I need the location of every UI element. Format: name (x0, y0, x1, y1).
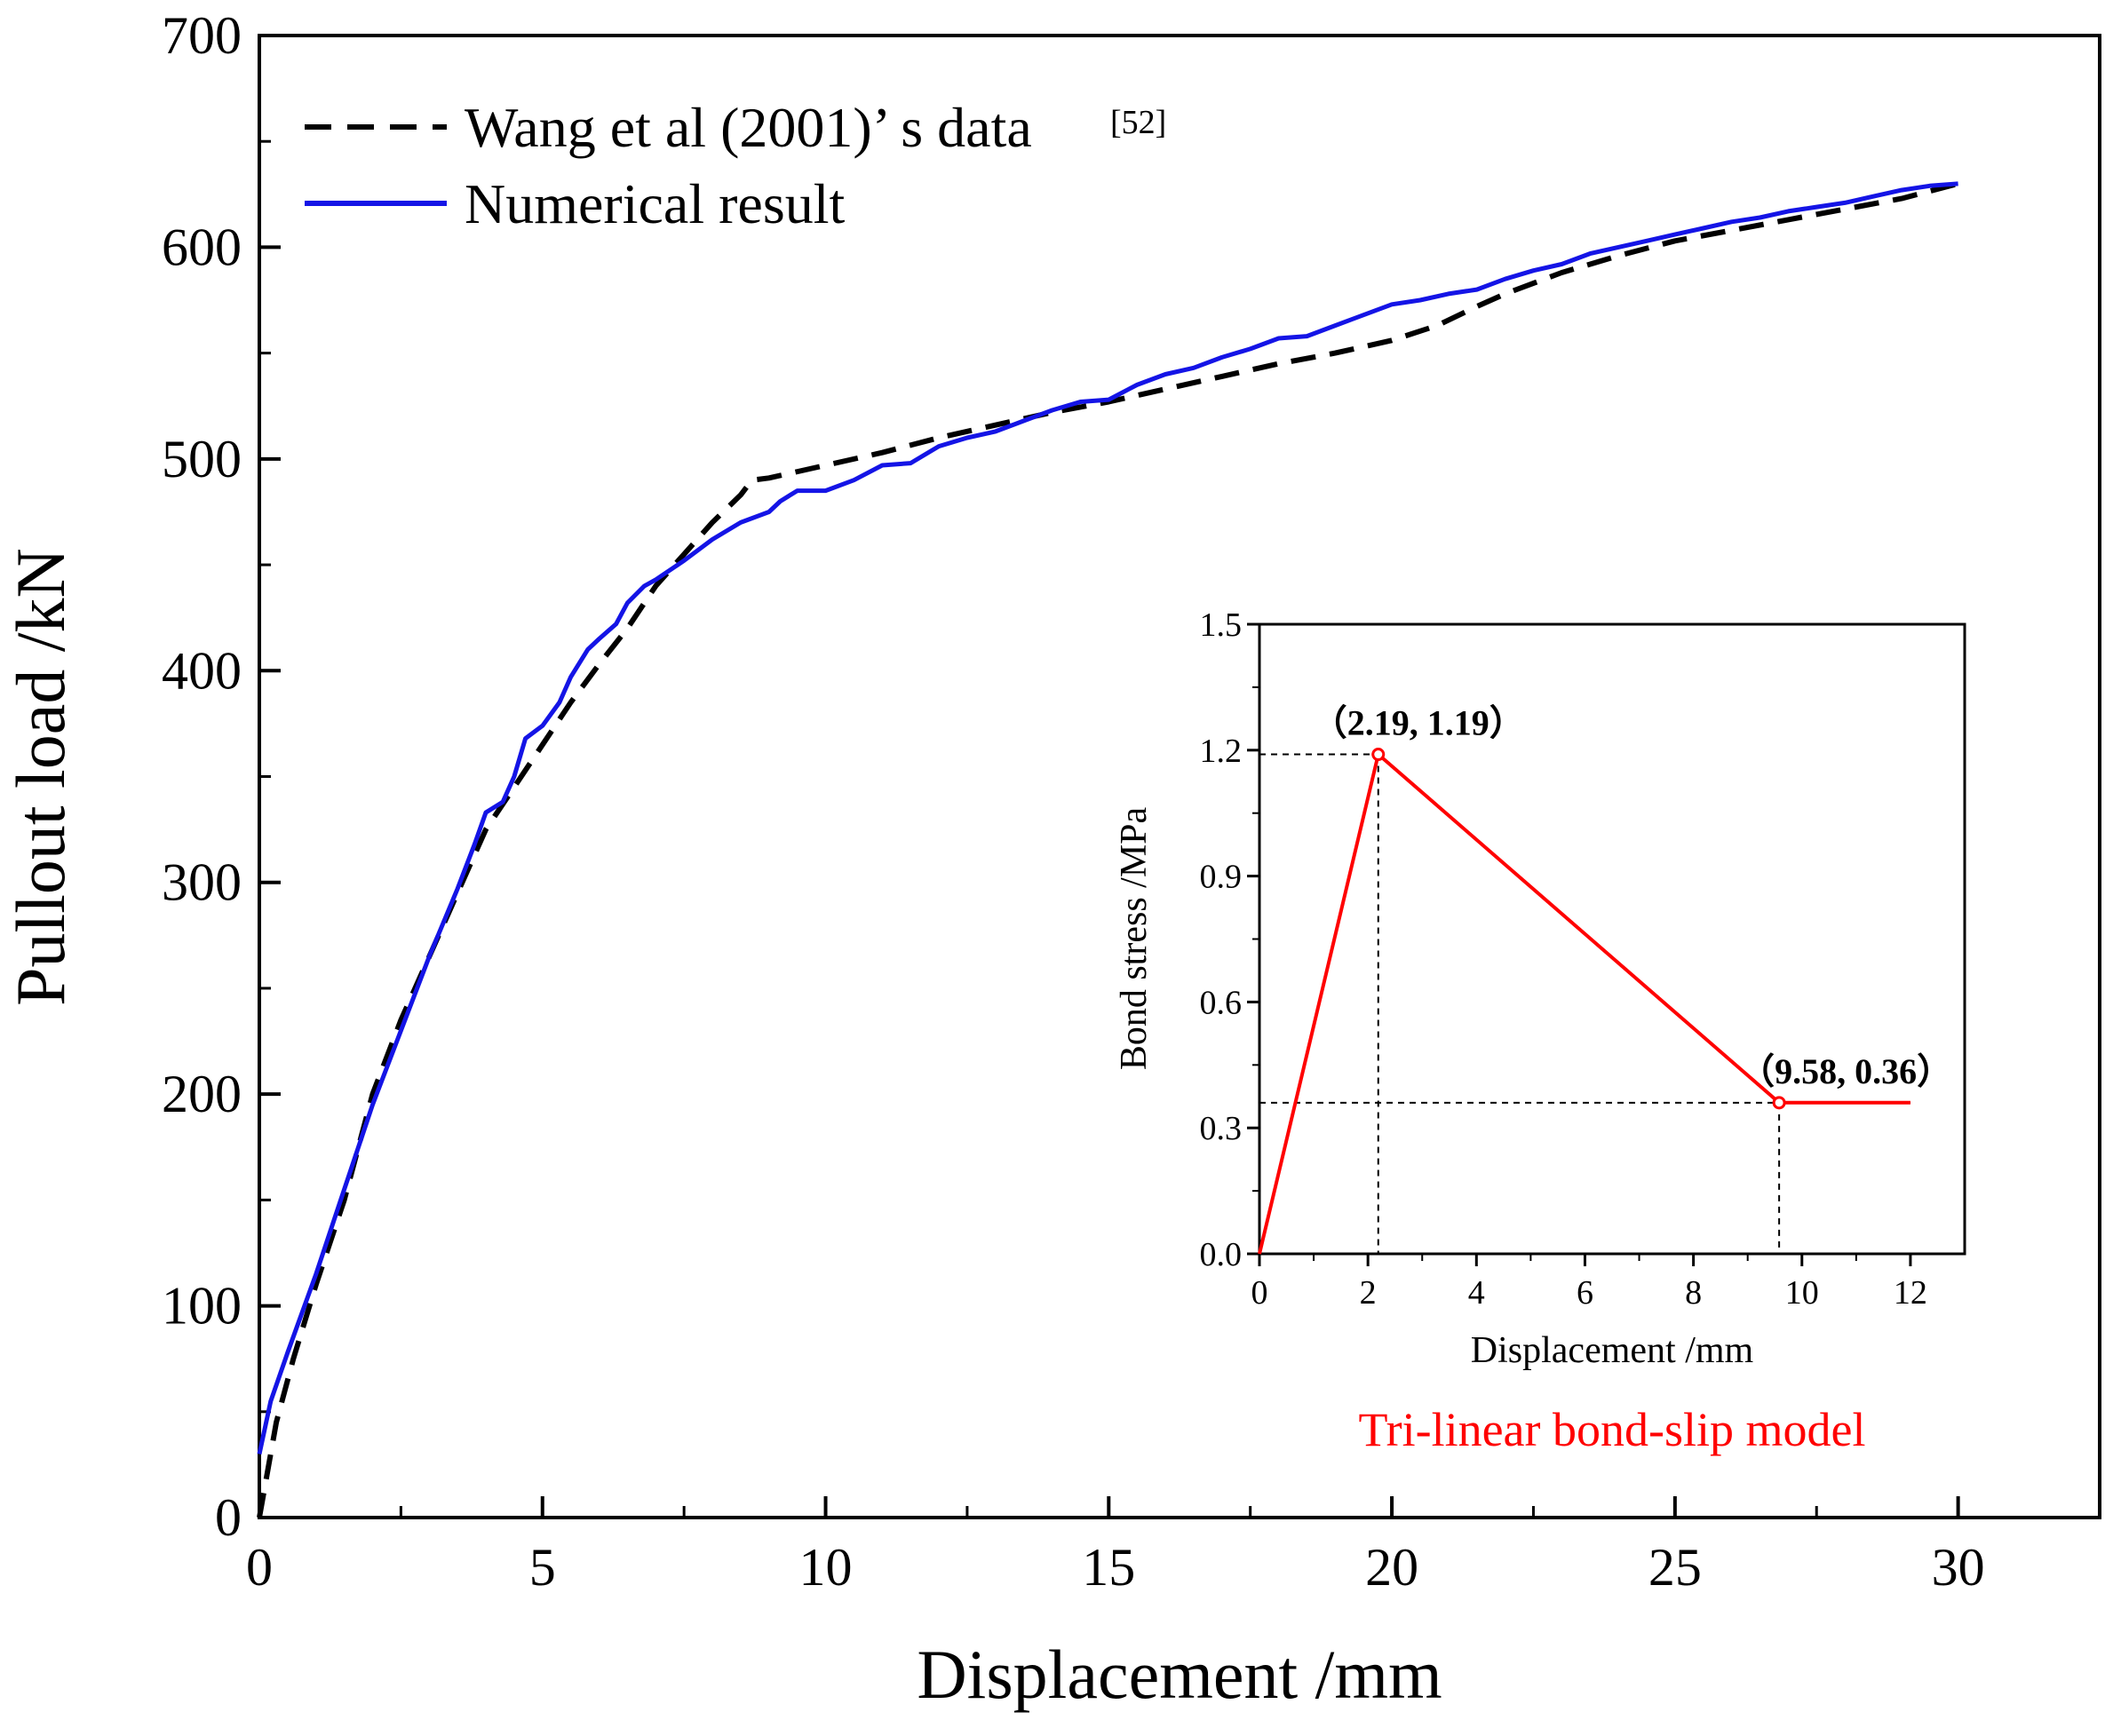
inset-y-tick-label: 0.3 (1200, 1110, 1243, 1147)
inset-y-tick-label: 0.6 (1200, 984, 1243, 1021)
inset-x-tick-label: 4 (1468, 1274, 1485, 1312)
main-y-tick-label: 200 (162, 1065, 242, 1123)
main-y-tick-label: 600 (162, 218, 242, 276)
main-y-tick-label: 500 (162, 430, 242, 488)
inset-x-axis-title: Displacement /mm (1471, 1330, 1754, 1371)
main-legend: Wang et al (2001)’ s data [52] Numerical… (305, 96, 1166, 235)
main-y-axis-title: Pullout load /kN (2, 548, 79, 1006)
inset-y-tick-label: 1.5 (1200, 606, 1243, 644)
inset-y-tick-label: 1.2 (1200, 733, 1243, 770)
legend-label-wang: Wang et al (2001)’ s data (465, 96, 1032, 159)
inset-series (1258, 750, 1910, 1255)
main-x-tick-label: 20 (1365, 1538, 1418, 1597)
inset-plot-frame (1258, 622, 1966, 1256)
inset-y-axis-title: Bond stress /MPa (1114, 806, 1155, 1070)
main-x-tick-label: 10 (799, 1538, 853, 1597)
inset-x-tick-label: 8 (1685, 1274, 1702, 1312)
main-y-tick-label: 700 (162, 6, 242, 65)
inset-y-tick-label: 0.0 (1200, 1236, 1243, 1273)
inset-x-tick-label: 2 (1360, 1274, 1377, 1312)
main-y-tick-label: 300 (162, 853, 242, 912)
series-line-bond-slip (1258, 750, 1910, 1255)
main-y-tick-label: 400 (162, 641, 242, 700)
main-x-tick-label: 0 (246, 1538, 273, 1597)
inset-title: Tri-linear bond-slip model (1359, 1403, 1866, 1456)
inset-annotation-label: （2.19, 1.19） (1312, 703, 1525, 743)
inset-chart: 0 2 4 6 8 10 12 0.0 0.3 0.6 0.9 1.2 1.5 （2.19, 1.19）… (1114, 606, 1966, 1456)
inset-x-tick-label: 6 (1577, 1274, 1593, 1312)
legend-ref-wang: [52] (1110, 104, 1166, 141)
main-series (257, 180, 1959, 1518)
main-ticks (258, 34, 1960, 1519)
inset-x-tick-label: 0 (1251, 1274, 1268, 1312)
inset-annotation-label: （9.58, 0.36） (1739, 1051, 1952, 1091)
inset-guide-lines (1259, 753, 1910, 1254)
inset-x-tick-label: 10 (1785, 1274, 1819, 1312)
inset-y-tick-label: 0.9 (1200, 859, 1243, 896)
main-y-tick-label: 0 (215, 1488, 242, 1547)
inset-annotations: （2.19, 1.19） （9.58, 0.36） (1312, 703, 1952, 1110)
inset-annotated-point (1371, 748, 1386, 762)
main-x-tick-label: 30 (1932, 1538, 1985, 1597)
main-x-tick-label: 5 (529, 1538, 556, 1597)
main-x-axis-title: Displacement /mm (917, 1636, 1442, 1713)
inset-tick-labels: 0 2 4 6 8 10 12 0.0 0.3 0.6 0.9 1.2 1.5 (1200, 606, 1927, 1312)
inset-ticks (1247, 622, 1912, 1266)
inset-x-tick-label: 12 (1894, 1274, 1927, 1312)
series-line-numerical-result (257, 181, 1958, 1455)
legend-label-numerical: Numerical result (465, 172, 846, 235)
main-x-tick-label: 25 (1648, 1538, 1702, 1597)
main-y-tick-label: 100 (162, 1277, 242, 1336)
inset-annotated-point (1772, 1096, 1786, 1110)
main-x-tick-label: 15 (1082, 1538, 1135, 1597)
